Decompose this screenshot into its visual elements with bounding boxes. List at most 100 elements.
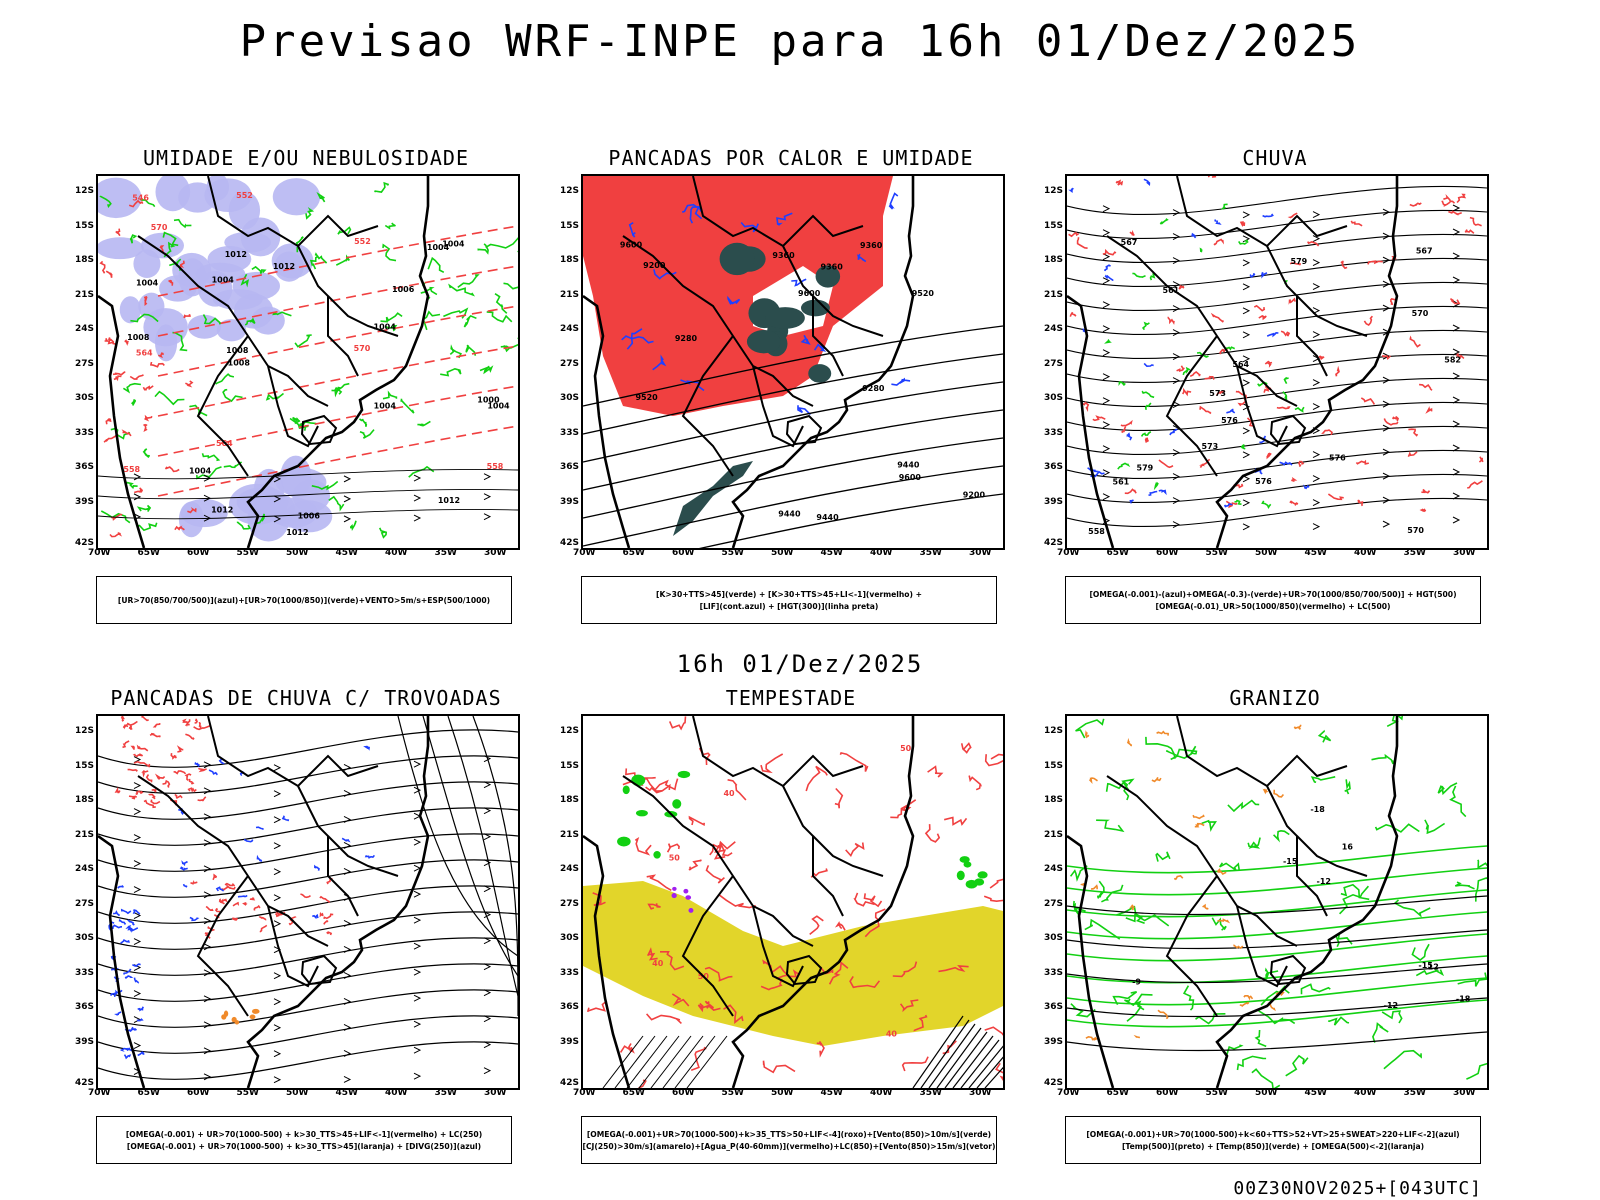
latitude-tick-label: 21S <box>1043 829 1063 840</box>
longitude-tick-label: 55W <box>721 548 744 558</box>
contour-label: 576 <box>1329 454 1346 463</box>
contour-label: 570 <box>1412 309 1429 318</box>
latitude-tick-label: 39S <box>1043 1036 1063 1047</box>
latitude-tick-label: 36S <box>1043 462 1063 472</box>
latitude-tick-label: 42S <box>74 1078 94 1088</box>
panel-title: CHUVA <box>1242 146 1308 170</box>
latitude-tick-label: 39S <box>74 496 94 507</box>
legend-line: [OMEGA(-0.001) + UR>70(1000-500) + k>30_… <box>126 1141 482 1151</box>
contour-label: 561 <box>1113 477 1130 486</box>
latitude-axis: 12S 15S 18S 21S 24S 27S 30S 33S 36S 39S 42S <box>553 714 579 1088</box>
contour-label: 1012 <box>438 496 460 505</box>
longitude-tick-label: 45W <box>335 548 358 558</box>
contour-label: 1006 <box>392 285 415 294</box>
latitude-tick-label: 42S <box>74 538 94 548</box>
contour-label: 40 <box>652 959 664 968</box>
longitude-tick-label: 30W <box>969 548 992 558</box>
longitude-tick-label: 35W <box>434 1088 457 1098</box>
contour-label: 1008 <box>127 333 150 342</box>
longitude-tick-label: 60W <box>187 1088 210 1098</box>
panel-tempestade: TEMPESTADE 12S 15S 18S 21S 24S 27S 30S 33S 36S 39S… <box>560 686 1021 1164</box>
map-canvas: 582 579 576 576 573 570 567 564 561 558 579 576 573 5… <box>1067 176 1487 548</box>
contour-label: 12 <box>1428 962 1439 971</box>
latitude-tick-label: 39S <box>1043 496 1063 507</box>
latitude-tick-label: 21S <box>559 829 579 840</box>
latitude-tick-label: 27S <box>74 358 94 369</box>
longitude-tick-label: 35W <box>919 1088 942 1098</box>
panel-title: PANCADAS DE CHUVA C/ TROVOADAS <box>110 686 502 710</box>
latitude-tick-label: 15S <box>1043 220 1063 231</box>
longitude-tick-label: 70W <box>88 1088 111 1098</box>
legend-box: [UR>70(850/700/500)](azul)+[UR>70(1000/8… <box>96 576 512 624</box>
latitude-tick-label: 15S <box>559 760 579 771</box>
legend-line: [OMEGA(-0.001) + UR>70(1000-500) + k>30_… <box>125 1129 483 1139</box>
longitude-tick-label: 70W <box>1057 548 1080 558</box>
contour-label: 576 <box>1221 416 1238 425</box>
legend-line: [OMEGA(-0.001)+UR>70(1000-500)+k<60+TTS>… <box>1086 1129 1460 1139</box>
longitude-tick-label: 65W <box>622 1088 645 1098</box>
longitude-tick-label: 40W <box>870 548 893 558</box>
longitude-tick-label: 55W <box>1205 1088 1228 1098</box>
contour-label: 564 <box>136 349 153 358</box>
contour-label: 561 <box>1163 286 1180 295</box>
contour-label: 1012 <box>286 528 308 537</box>
latitude-tick-label: 12S <box>1043 186 1063 196</box>
longitude-tick-label: 50W <box>771 1088 794 1098</box>
latitude-tick-label: 42S <box>559 538 579 548</box>
latitude-tick-label: 24S <box>1043 324 1063 334</box>
latitude-tick-label: 21S <box>74 829 94 840</box>
contour-label: 1004 <box>374 322 397 331</box>
contour-label: 1012 <box>225 250 247 259</box>
latitude-tick-label: 36S <box>1043 1002 1063 1012</box>
contour-label: 1004 <box>427 243 450 252</box>
latitude-axis: 12S 15S 18S 21S 24S 27S 30S 33S 36S 39S 42S <box>1037 714 1063 1088</box>
contour-label: 1006 <box>298 512 321 521</box>
contour-label: 573 <box>1202 442 1219 451</box>
latitude-tick-label: 30S <box>559 933 579 943</box>
longitude-tick-label: 45W <box>820 548 843 558</box>
contour-label: 570 <box>151 223 168 232</box>
latitude-tick-label: 27S <box>1043 898 1063 909</box>
contour-label: 40 <box>886 1029 898 1038</box>
contour-label: 9200 <box>963 491 986 500</box>
latitude-tick-label: 33S <box>74 967 94 978</box>
legend-line: [LIF](cont.azul) + [HGT(300)](linha pret… <box>699 601 879 611</box>
longitude-tick-label: 65W <box>622 548 645 558</box>
contour-label: 9600 <box>620 241 643 250</box>
contour-label: 576 <box>1255 477 1272 486</box>
contour-label: 50 <box>669 854 681 863</box>
legend-line: [OMEGA(-0.001)+UR>70(1000-500)+k>35_TTS>… <box>586 1129 992 1139</box>
latitude-tick-label: 18S <box>74 795 94 805</box>
latitude-tick-label: 15S <box>559 220 579 231</box>
longitude-tick-label: 30W <box>484 1088 507 1098</box>
latitude-tick-label: 30S <box>74 933 94 943</box>
longitude-tick-label: 35W <box>1403 548 1426 558</box>
map-tempestade: 50 50 40 40 50 40 <box>581 714 1005 1090</box>
contour-label: 564 <box>1232 360 1249 369</box>
contour-label: 1004 <box>189 467 212 476</box>
contour-label: 552 <box>354 237 371 246</box>
contour-label: 1004 <box>442 240 465 249</box>
contour-label: 573 <box>1209 389 1226 398</box>
longitude-tick-label: 35W <box>434 548 457 558</box>
longitude-tick-label: 50W <box>286 1088 309 1098</box>
contour-label: 9200 <box>643 261 666 270</box>
legend-line: [UR>70(850/700/500)](azul)+[UR>70(1000/8… <box>117 595 491 605</box>
contour-label: 567 <box>1121 238 1138 247</box>
contour-label: -15 <box>1418 961 1433 970</box>
latitude-tick-label: 21S <box>1043 289 1063 300</box>
longitude-tick-label: 40W <box>385 1088 408 1098</box>
forecast-time-label: 16h 01/Dez/2025 <box>676 650 924 678</box>
run-time-label: 00Z30NOV2025+[043UTC] <box>1233 1178 1482 1199</box>
map-canvas: 1004 100410041006100410121004100810041004… <box>98 176 518 548</box>
longitude-tick-label: 55W <box>721 1088 744 1098</box>
longitude-tick-label: 50W <box>1255 548 1278 558</box>
latitude-tick-label: 36S <box>559 462 579 472</box>
map-pancadas-calor: 9600 9600 9600 9520 9440 9360 9440 9360 9280 9520… <box>581 174 1005 550</box>
contour-label: 1012 <box>273 262 295 271</box>
latitude-tick-label: 12S <box>74 726 94 736</box>
map-trovoadas <box>96 714 520 1090</box>
contour-label: 1004 <box>374 401 397 410</box>
longitude-tick-label: 40W <box>1354 1088 1377 1098</box>
